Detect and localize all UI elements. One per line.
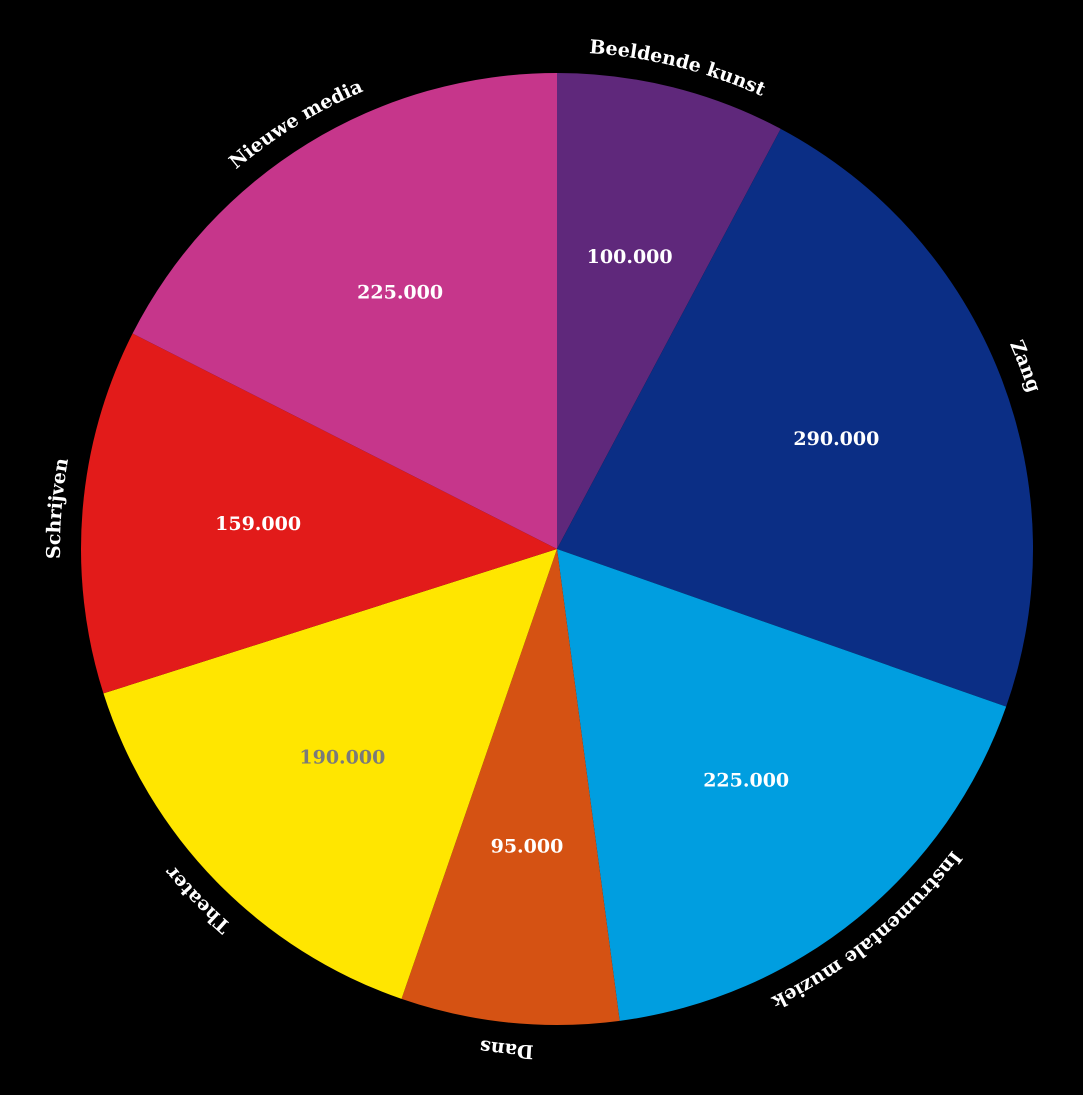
slice-label-zang: Zang <box>1005 337 1045 395</box>
pie-slices <box>81 73 1033 1025</box>
pie-slice-dans <box>401 549 620 1025</box>
slice-value-schrijven: 159.000 <box>215 513 301 535</box>
slice-value-zang: 290.000 <box>793 428 879 450</box>
pie-slice-zang <box>557 128 1033 707</box>
slice-value-labels: 100.000 290.000 225.000 95.000 190.000 159.00… <box>215 246 879 857</box>
slice-label-schrijven: Schrijven <box>43 456 73 559</box>
slice-value-dans: 95.000 <box>491 835 564 857</box>
pie-slice-beeldende-kunst <box>557 73 781 549</box>
slice-label-dans: Dans <box>478 1035 534 1062</box>
pie-slice-nieuwe-media <box>132 73 557 549</box>
slice-value-instrumentale-muziek: 225.000 <box>703 770 789 792</box>
pie-slice-schrijven <box>81 333 557 694</box>
slice-value-beeldende-kunst: 100.000 <box>587 246 673 268</box>
slice-value-theater: 190.000 <box>299 746 385 768</box>
pie-slice-theater <box>103 549 557 999</box>
slice-value-nieuwe-media: 225.000 <box>357 281 443 303</box>
pie-slice-instrumentale-muziek <box>557 549 1007 1021</box>
